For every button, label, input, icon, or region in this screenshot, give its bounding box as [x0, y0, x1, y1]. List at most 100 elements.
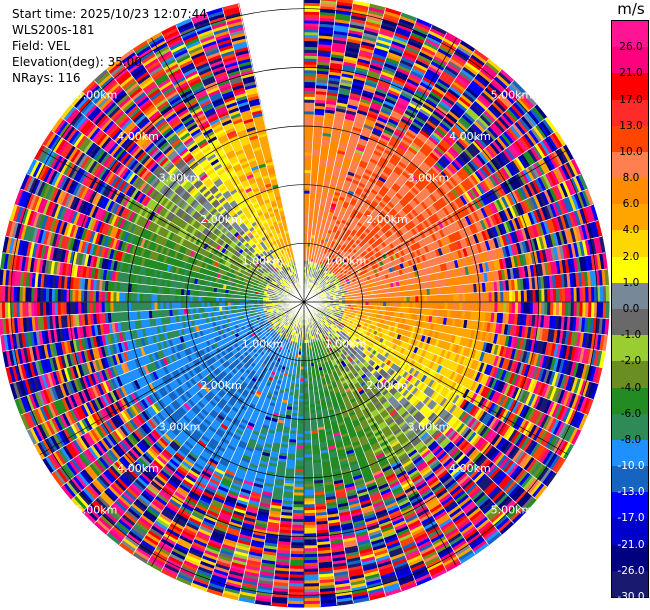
velocity-gate	[344, 49, 360, 56]
velocity-gate	[304, 210, 310, 215]
velocity-gate	[342, 67, 356, 73]
velocity-gate	[332, 39, 348, 45]
velocity-gate	[311, 163, 320, 168]
velocity-gate	[330, 136, 341, 142]
velocity-gate	[341, 69, 356, 76]
velocity-gate	[304, 72, 318, 77]
velocity-gate	[304, 157, 313, 162]
velocity-gate	[351, 6, 370, 13]
velocity-gate	[332, 36, 349, 42]
velocity-gate	[347, 32, 364, 39]
velocity-gate	[331, 47, 347, 54]
velocity-gate	[331, 44, 347, 51]
velocity-gate	[304, 204, 310, 209]
velocity-gate	[340, 78, 354, 85]
velocity-gate	[334, 21, 351, 28]
velocity-gate	[311, 166, 320, 171]
velocity-gate	[304, 90, 317, 95]
velocity-gate	[304, 60, 318, 65]
velocity-gate	[304, 52, 319, 57]
velocity-gate	[304, 116, 315, 121]
velocity-gate	[307, 231, 312, 235]
velocity-gate	[336, 101, 349, 108]
velocity-gate	[343, 58, 358, 65]
velocity-gate	[334, 18, 351, 25]
velocity-gate	[310, 187, 317, 192]
velocity-gate	[304, 14, 321, 18]
velocity-gate	[605, 285, 610, 303]
velocity-gate	[334, 110, 347, 116]
velocity-gate	[339, 84, 353, 91]
velocity-gate	[304, 145, 313, 150]
velocity-gate	[351, 12, 368, 19]
velocity-gate	[338, 90, 351, 96]
velocity-gate	[336, 0, 355, 5]
velocity-gate	[335, 104, 348, 111]
velocity-gate	[304, 251, 307, 256]
velocity-gate	[304, 166, 312, 171]
velocity-gate	[304, 107, 316, 112]
velocity-gate	[304, 104, 316, 109]
velocity-gate	[304, 239, 308, 244]
velocity-gate	[333, 119, 345, 125]
velocity-gate	[336, 1, 354, 8]
velocity-gate	[309, 204, 315, 209]
velocity-gate	[310, 172, 319, 177]
velocity-gate	[304, 25, 320, 30]
velocity-gate	[304, 5, 321, 10]
velocity-gate	[334, 113, 346, 119]
velocity-gate	[304, 233, 308, 238]
velocity-gate	[332, 122, 344, 128]
velocity-gate	[304, 128, 314, 133]
velocity-gate	[335, 6, 353, 13]
velocity-gate	[304, 87, 317, 92]
velocity-gate	[304, 43, 319, 48]
velocity-gate	[335, 107, 347, 114]
velocity-gate	[304, 113, 315, 118]
velocity-gate	[320, 0, 338, 2]
velocity-gate	[308, 207, 315, 212]
velocity-gate	[304, 58, 318, 62]
velocity-gate	[304, 46, 319, 51]
velocity-gate	[304, 189, 311, 194]
velocity-gate	[304, 236, 308, 241]
velocity-gate	[312, 216, 319, 221]
velocity-gate	[309, 198, 316, 203]
velocity-gate	[304, 16, 321, 21]
velocity-gate	[304, 201, 310, 206]
velocity-gate	[304, 31, 320, 36]
velocity-gate	[342, 61, 358, 68]
velocity-gate	[342, 64, 357, 71]
velocity-gate	[334, 15, 352, 22]
velocity-gate	[304, 151, 313, 156]
velocity-gate	[304, 78, 317, 83]
velocity-gate	[346, 38, 363, 45]
velocity-gate	[304, 122, 315, 127]
velocity-gate	[307, 239, 311, 244]
velocity-gate	[333, 27, 350, 33]
velocity-gate	[349, 23, 366, 31]
velocity-gate	[308, 216, 314, 221]
velocity-gate	[309, 193, 317, 198]
velocity-gate	[307, 228, 313, 233]
velocity-gate	[304, 140, 314, 144]
velocity-gate	[304, 2, 322, 7]
velocity-gate	[304, 137, 314, 141]
velocity-gate	[304, 40, 319, 45]
velocity-gate	[304, 75, 317, 80]
velocity-gate	[304, 99, 316, 103]
velocity-gate	[304, 22, 320, 27]
velocity-gate	[304, 93, 316, 97]
velocity-gate	[304, 101, 316, 106]
velocity-gate	[304, 181, 311, 185]
velocity-gate	[304, 160, 313, 165]
velocity-gate	[304, 192, 311, 197]
velocity-gate	[309, 201, 316, 206]
velocity-gate	[308, 225, 313, 230]
velocity-gate	[348, 29, 365, 36]
velocity-gate	[308, 210, 315, 215]
velocity-gate	[304, 213, 310, 218]
velocity-gate	[304, 187, 311, 191]
velocity-gate	[304, 198, 310, 203]
